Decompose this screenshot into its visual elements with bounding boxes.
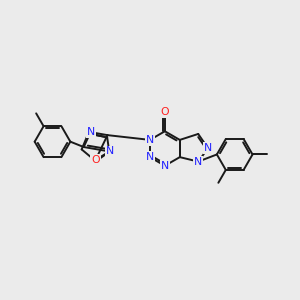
- Text: O: O: [91, 155, 100, 165]
- Text: N: N: [194, 157, 202, 166]
- Text: N: N: [161, 161, 169, 171]
- Text: N: N: [146, 135, 154, 145]
- Text: O: O: [160, 107, 169, 117]
- Text: N: N: [146, 152, 154, 162]
- Text: N: N: [106, 146, 114, 157]
- Text: N: N: [86, 127, 95, 137]
- Text: N: N: [204, 143, 212, 153]
